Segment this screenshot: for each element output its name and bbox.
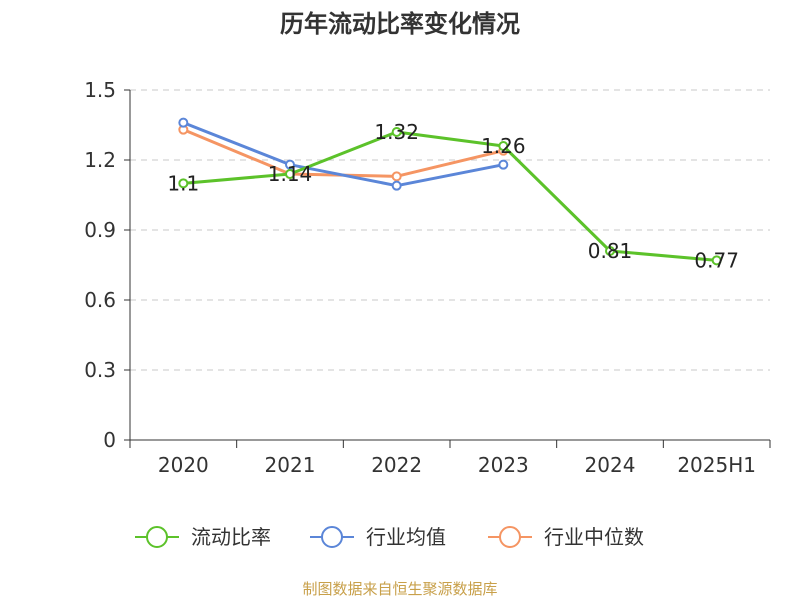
x-tick-label: 2024 [585,453,636,477]
y-tick-label: 1.2 [84,148,116,172]
legend-item-1[interactable]: 流动比率 [135,525,271,549]
data-label: 0.77 [694,248,739,272]
data-point[interactable] [498,159,509,170]
data-label: 1.32 [374,120,419,144]
grid [130,89,770,371]
series-1 [178,127,722,266]
legend-item-3[interactable]: 行业中位数 [488,525,644,549]
legend-marker [321,526,343,548]
series-2 [178,117,509,191]
y-tick-label: 0.6 [84,288,116,312]
data-point[interactable] [391,171,402,182]
legend[interactable]: 流动比率 行业均值 行业中位数 [135,525,644,549]
data-label: 1.1 [167,171,199,195]
data-point[interactable] [711,255,722,266]
legend-label: 行业均值 [366,525,446,549]
data-point[interactable] [178,117,189,128]
y-tick-label: 0.3 [84,358,116,382]
x-tick-label: 2020 [158,453,209,477]
data-point[interactable] [605,246,615,256]
data-label: 1.14 [268,162,313,186]
chart-title: 历年流动比率变化情况 [280,10,520,38]
series-line [182,121,504,188]
data-labels: 1.1 1.14 1.32 1.26 0.81 0.77 [167,120,739,272]
x-tick-label: 2022 [371,453,422,477]
legend-label: 行业中位数 [544,525,644,549]
y-tick-label: 1.5 [84,78,116,102]
series-line [183,130,717,262]
legend-marker [146,526,168,548]
data-label: 0.81 [588,239,633,263]
y-tick-label: 0.9 [84,218,116,242]
data-label: 1.26 [481,134,526,158]
y-tick-label: 0 [103,428,116,452]
data-point[interactable] [391,127,402,137]
legend-marker [499,526,521,548]
series-layer [178,117,722,266]
x-tick-label: 2021 [265,453,316,477]
axes: 0 0.3 0.6 0.9 1.2 1.5 2020 2021 2022 2023 2024 2025… [84,78,771,477]
legend-label: 流动比率 [191,525,271,549]
x-tick-label: 2023 [478,453,529,477]
source-note: 制图数据来自恒生聚源数据库 [302,580,497,598]
x-tick-label: 2025H1 [677,453,756,477]
legend-item-2[interactable]: 行业均值 [310,525,446,549]
data-point[interactable] [285,169,295,179]
data-point[interactable] [498,141,509,151]
data-point[interactable] [178,178,189,189]
data-point[interactable] [285,159,295,170]
data-point[interactable] [391,180,402,191]
